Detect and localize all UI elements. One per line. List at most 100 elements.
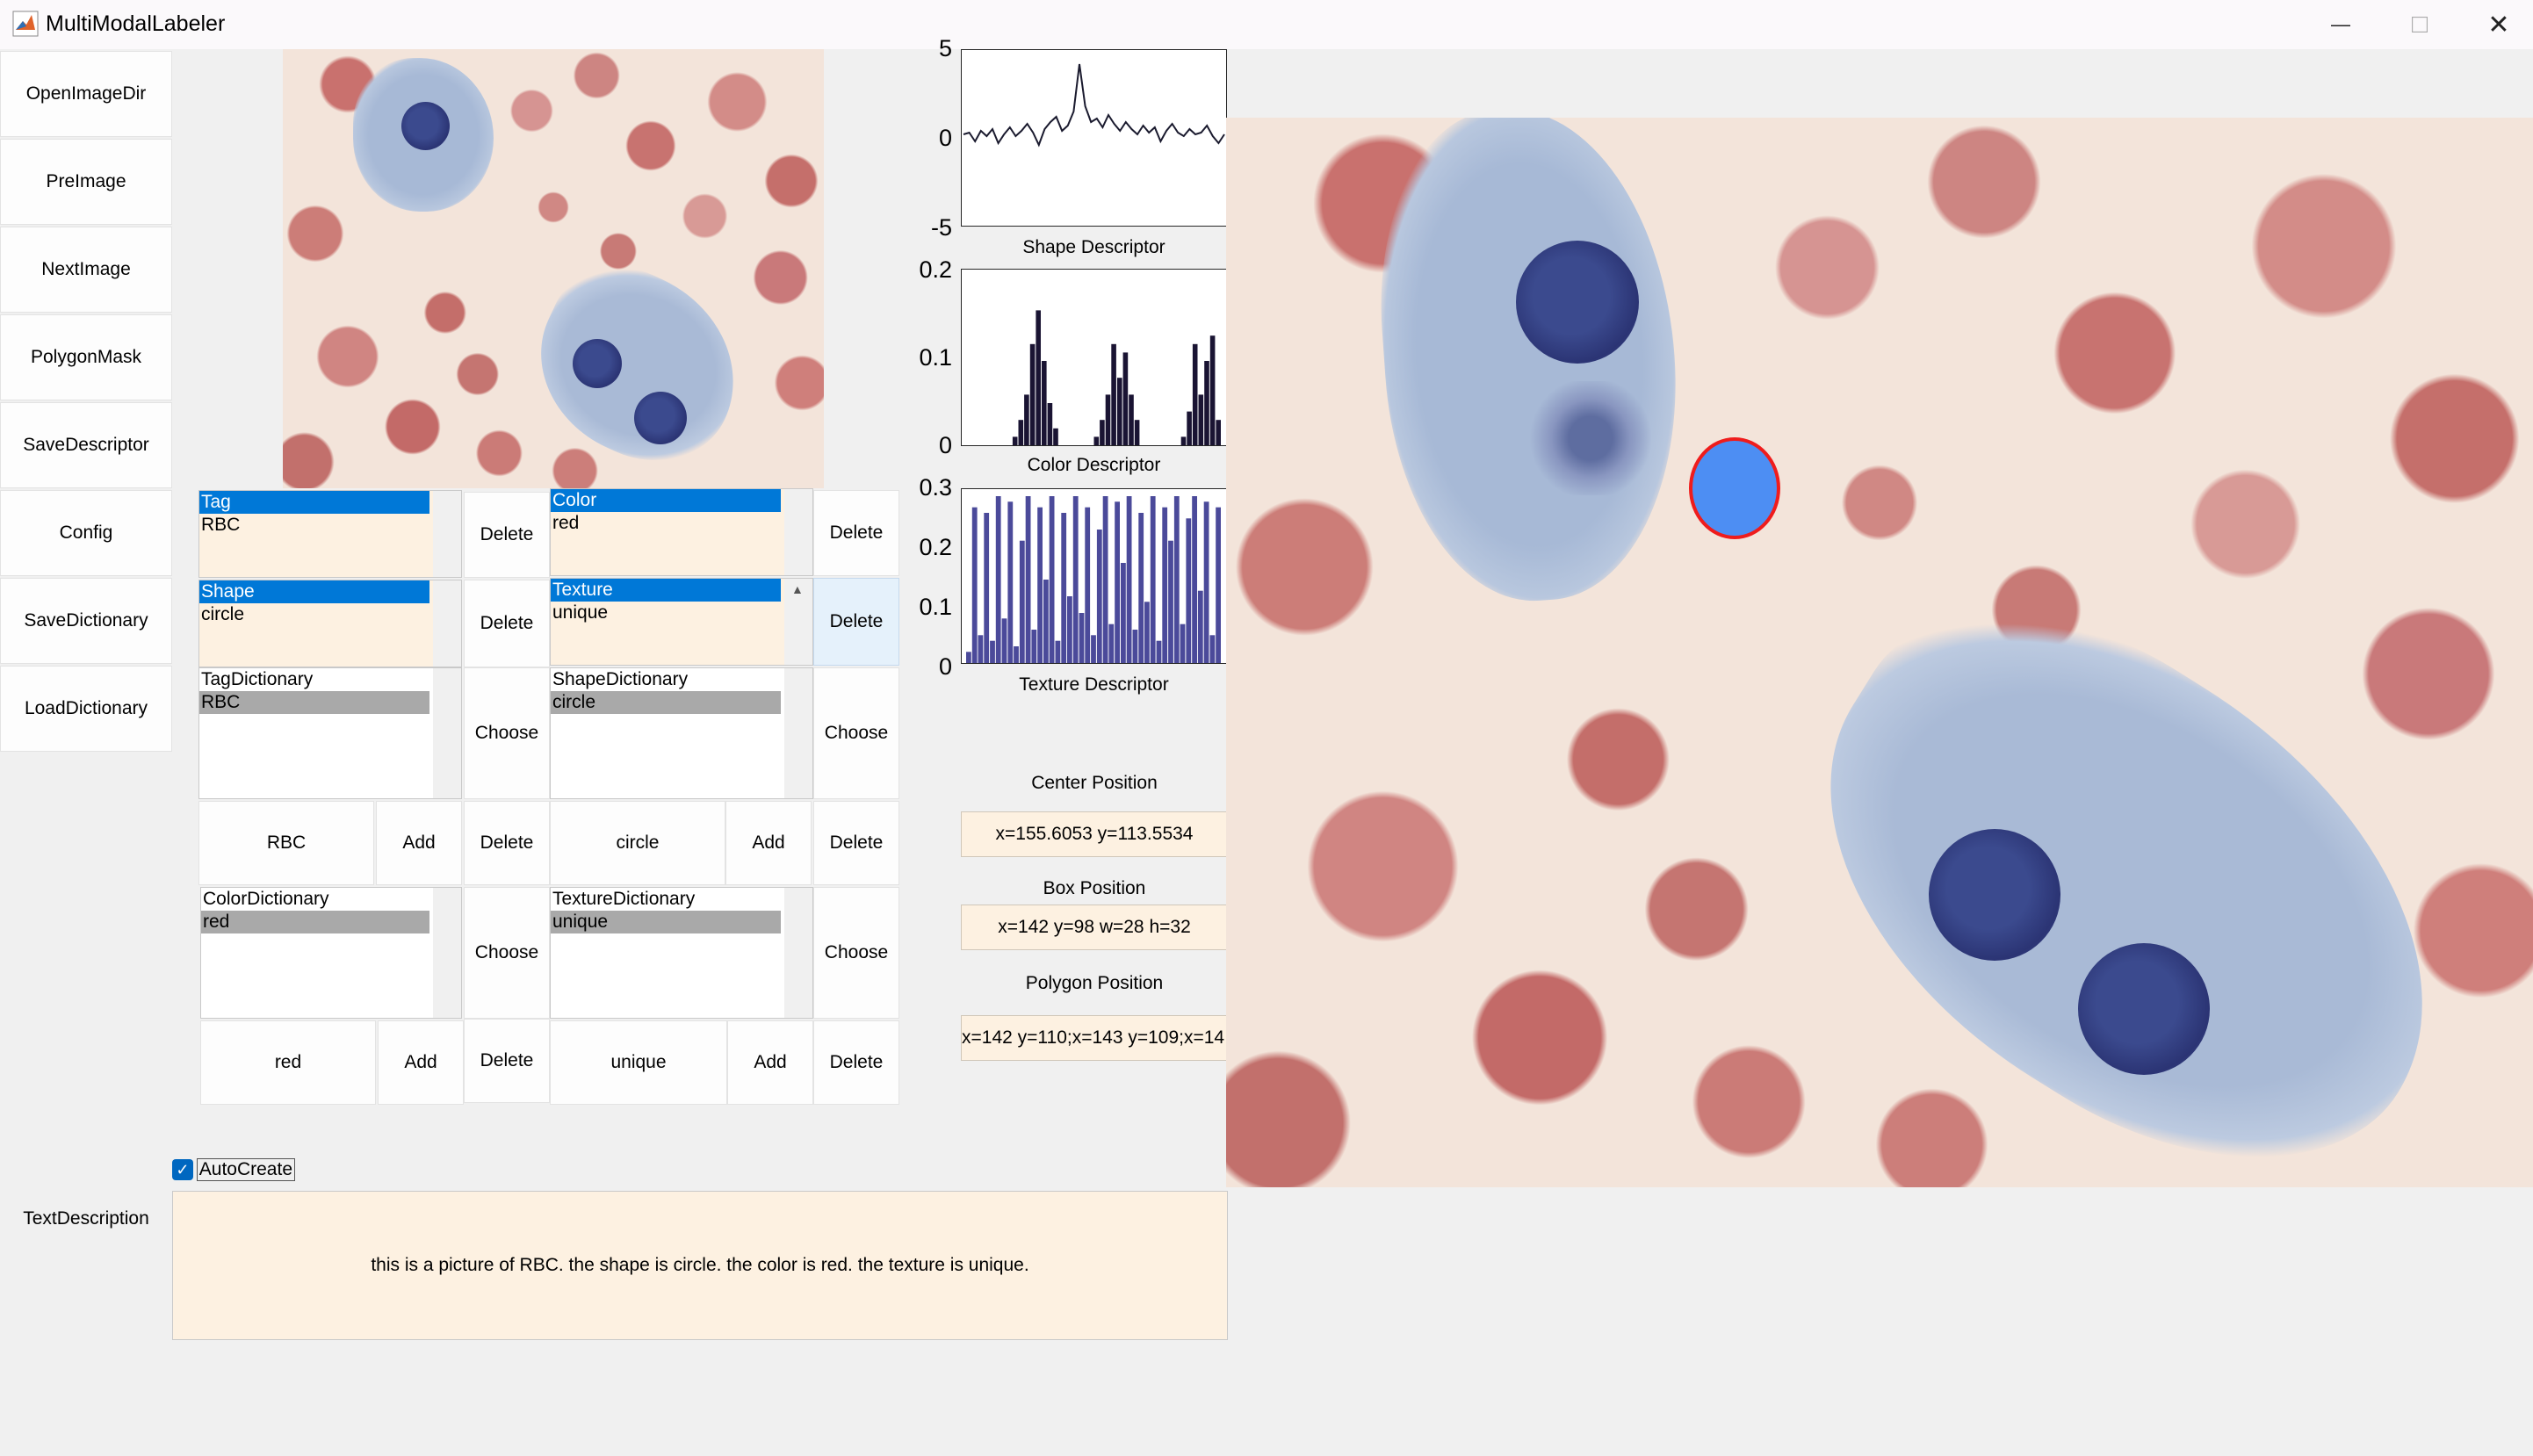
color-dictionary-item[interactable]: red bbox=[201, 911, 429, 933]
texture-descriptor-svg bbox=[966, 496, 1221, 663]
matlab-icon bbox=[12, 11, 39, 37]
color-dictionary-header: ColorDictionary bbox=[203, 889, 329, 909]
scrollbar[interactable]: ▲ bbox=[784, 579, 812, 665]
shape-dictionary-listbox[interactable]: ShapeDictionary circle bbox=[550, 667, 813, 799]
color-descriptor-bar bbox=[1018, 420, 1024, 445]
color-input[interactable]: red bbox=[200, 1020, 376, 1105]
shape-descriptor-plot bbox=[961, 49, 1227, 227]
shape-ytick: 5 bbox=[938, 35, 952, 61]
next-image-button[interactable]: NextImage bbox=[0, 227, 172, 313]
shape-dictionary-delete-button[interactable]: Delete bbox=[813, 801, 899, 885]
color-descriptor-bar bbox=[1042, 361, 1047, 445]
main-image-cell bbox=[1367, 118, 1692, 610]
texture-listbox[interactable]: Texture unique ▲ bbox=[550, 578, 813, 666]
texture-dictionary-listbox[interactable]: TextureDictionary unique bbox=[550, 887, 813, 1019]
main-image-granules bbox=[1525, 381, 1656, 495]
color-ytick: 0.2 bbox=[919, 256, 952, 283]
polygon-position-label: Polygon Position bbox=[1025, 973, 1164, 993]
save-descriptor-button[interactable]: SaveDescriptor bbox=[0, 402, 172, 488]
config-button[interactable]: Config bbox=[0, 490, 172, 576]
box-position-label: Box Position bbox=[1043, 878, 1146, 898]
color-delete-button[interactable]: Delete bbox=[813, 490, 899, 576]
close-button[interactable]: ✕ bbox=[2459, 0, 2533, 49]
shape-choose-button[interactable]: Choose bbox=[813, 667, 899, 799]
color-descriptor-bar bbox=[1053, 428, 1058, 445]
checkbox-checked-icon[interactable]: ✓ bbox=[172, 1159, 193, 1180]
autocreate-checkbox[interactable]: ✓ AutoCreate bbox=[172, 1157, 295, 1182]
tag-listbox[interactable]: Tag RBC bbox=[198, 490, 462, 578]
minimize-button[interactable]: — bbox=[2301, 0, 2380, 49]
scrollbar[interactable] bbox=[784, 489, 812, 575]
color-choose-button[interactable]: Choose bbox=[464, 887, 550, 1019]
texture-value[interactable]: unique bbox=[552, 602, 609, 623]
polygon-mask-button[interactable]: PolygonMask bbox=[0, 314, 172, 400]
scrollbar[interactable] bbox=[433, 668, 461, 798]
open-image-dir-button[interactable]: OpenImageDir bbox=[0, 51, 172, 137]
texture-descriptor-bar bbox=[1203, 501, 1209, 663]
texture-descriptor-bar bbox=[1031, 630, 1037, 663]
color-descriptor-bar bbox=[1100, 420, 1105, 445]
color-ytick: 0 bbox=[938, 432, 952, 458]
tag-value[interactable]: RBC bbox=[201, 515, 241, 535]
color-descriptor-bar bbox=[1036, 310, 1041, 445]
color-descriptor-bar bbox=[1111, 343, 1116, 445]
texture-dictionary-delete-button[interactable]: Delete bbox=[813, 1020, 899, 1105]
scrollbar[interactable] bbox=[433, 580, 461, 667]
tag-dictionary-delete-button[interactable]: Delete bbox=[464, 801, 550, 885]
tag-input[interactable]: RBC bbox=[198, 801, 374, 885]
tag-delete-button[interactable]: Delete bbox=[464, 492, 550, 578]
color-dictionary-delete-button[interactable]: Delete bbox=[464, 1019, 550, 1103]
tag-choose-button[interactable]: Choose bbox=[464, 667, 550, 799]
thumbnail-nucleus bbox=[401, 102, 450, 150]
shape-input[interactable]: circle bbox=[550, 801, 725, 885]
text-description-label: TextDescription bbox=[0, 1208, 172, 1238]
texture-dictionary-item[interactable]: unique bbox=[551, 911, 781, 933]
text-description-box[interactable]: this is a picture of RBC. the shape is c… bbox=[172, 1191, 1228, 1340]
texture-descriptor-bar bbox=[1102, 496, 1108, 663]
color-header: Color bbox=[551, 489, 781, 512]
maximize-button[interactable]: □ bbox=[2380, 0, 2459, 49]
texture-descriptor-bar bbox=[1162, 507, 1168, 663]
texture-add-button[interactable]: Add bbox=[727, 1020, 813, 1105]
shape-ytick: -5 bbox=[930, 214, 952, 241]
texture-choose-button[interactable]: Choose bbox=[813, 887, 899, 1019]
color-dictionary-listbox[interactable]: ColorDictionary red bbox=[200, 887, 462, 1019]
texture-descriptor-bar bbox=[1055, 640, 1061, 663]
texture-delete-button[interactable]: Delete bbox=[813, 578, 899, 666]
main-image-canvas[interactable] bbox=[1226, 118, 2533, 1187]
scroll-up-arrow-icon[interactable]: ▲ bbox=[791, 582, 804, 596]
polygon-mask-overlay[interactable] bbox=[1689, 437, 1780, 539]
color-value[interactable]: red bbox=[552, 513, 580, 533]
shape-dictionary-item[interactable]: circle bbox=[551, 691, 781, 714]
shape-listbox[interactable]: Shape circle bbox=[198, 580, 462, 667]
shape-value[interactable]: circle bbox=[201, 604, 245, 624]
texture-descriptor-label: Texture Descriptor bbox=[961, 667, 1227, 703]
color-listbox[interactable]: Color red bbox=[550, 488, 813, 576]
color-add-button[interactable]: Add bbox=[378, 1020, 464, 1105]
load-dictionary-button[interactable]: LoadDictionary bbox=[0, 666, 172, 752]
scrollbar[interactable] bbox=[784, 888, 812, 1018]
scrollbar[interactable] bbox=[433, 888, 461, 1018]
texture-descriptor-bar bbox=[1209, 635, 1216, 663]
texture-descriptor-bar bbox=[1091, 635, 1096, 663]
shape-add-button[interactable]: Add bbox=[725, 801, 812, 885]
center-position-value: x=155.6053 y=113.5534 bbox=[961, 811, 1228, 857]
color-descriptor-bar bbox=[1209, 335, 1216, 445]
tag-dictionary-listbox[interactable]: TagDictionary RBC bbox=[198, 667, 462, 799]
texture-descriptor-bar bbox=[1037, 507, 1043, 663]
pre-image-button[interactable]: PreImage bbox=[0, 139, 172, 225]
texture-descriptor-bar bbox=[990, 640, 995, 663]
shape-delete-button[interactable]: Delete bbox=[464, 580, 550, 667]
texture-input[interactable]: unique bbox=[550, 1020, 727, 1105]
title-bar: MultiModalLabeler — □ ✕ bbox=[0, 0, 2533, 49]
color-descriptor-bar bbox=[1047, 403, 1053, 445]
texture-descriptor-bar bbox=[1067, 596, 1072, 663]
tag-add-button[interactable]: Add bbox=[376, 801, 462, 885]
save-dictionary-button[interactable]: SaveDictionary bbox=[0, 578, 172, 664]
texture-descriptor-bar bbox=[1115, 501, 1120, 663]
scrollbar[interactable] bbox=[433, 491, 461, 577]
scrollbar[interactable] bbox=[784, 668, 812, 798]
color-descriptor-bar bbox=[1122, 352, 1129, 445]
tag-dictionary-item[interactable]: RBC bbox=[199, 691, 429, 714]
center-position-label: Center Position bbox=[1031, 773, 1158, 793]
